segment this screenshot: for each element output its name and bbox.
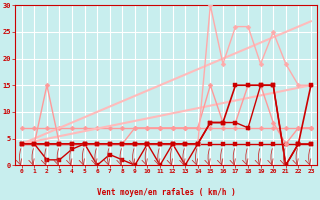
X-axis label: Vent moyen/en rafales ( km/h ): Vent moyen/en rafales ( km/h ) <box>97 188 236 197</box>
